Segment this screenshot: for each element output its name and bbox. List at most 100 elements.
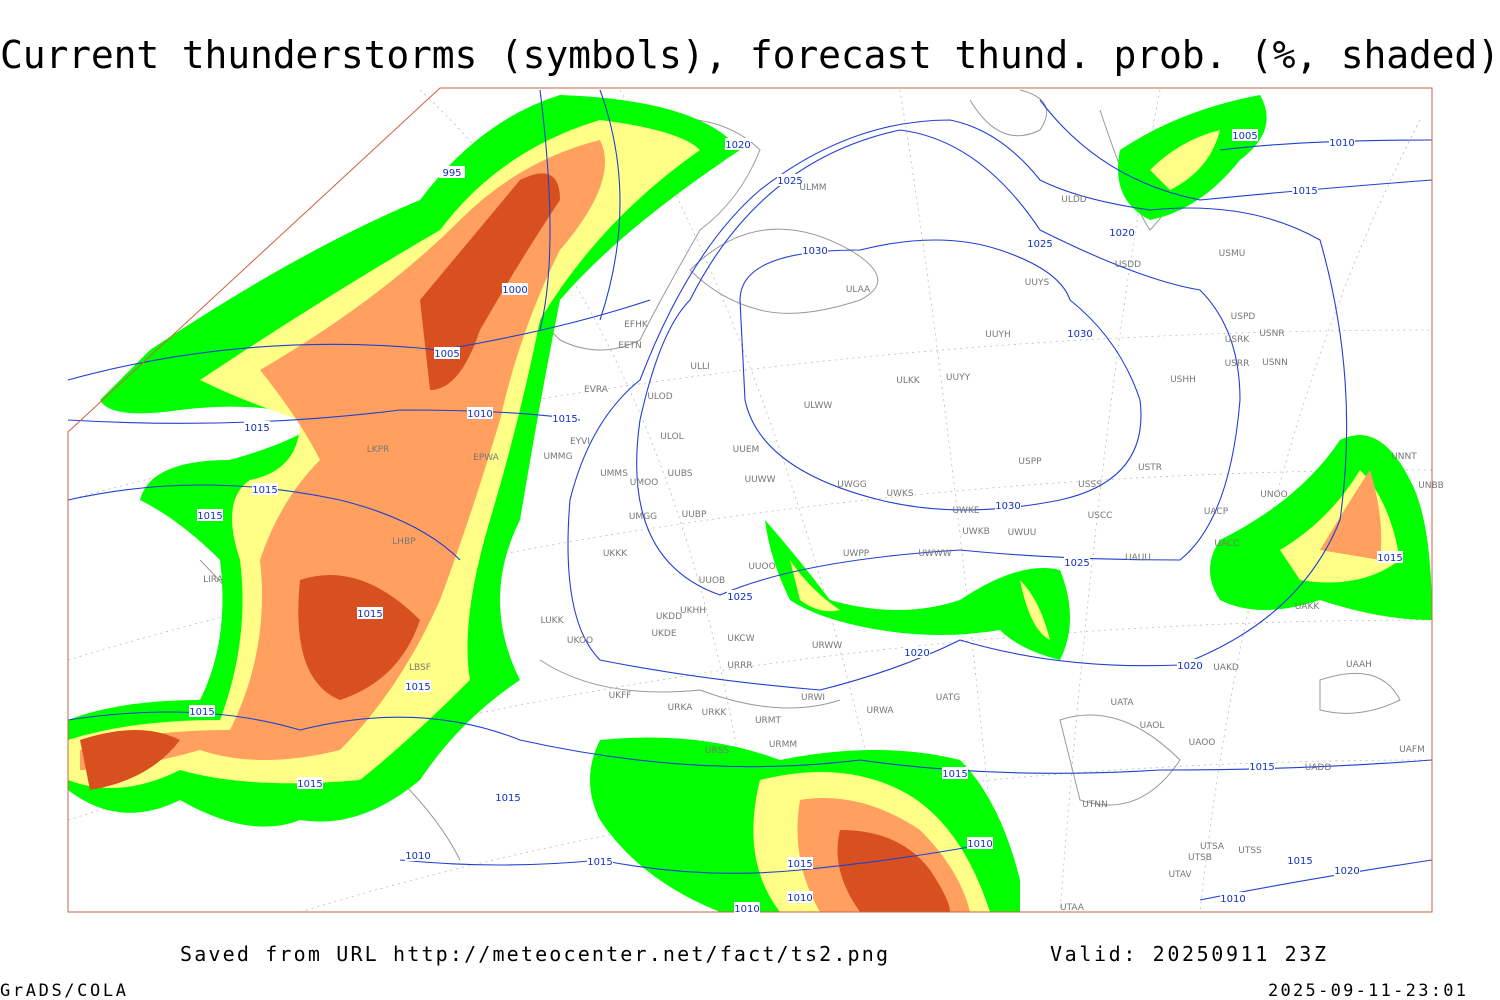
isobar-label: 1015 <box>244 423 269 434</box>
isobar-label: 1015 <box>357 609 382 620</box>
station-code: URWA <box>866 706 894 716</box>
isobar-label-bg <box>467 407 493 419</box>
isobar-label-bg <box>252 483 278 495</box>
station-code: UKHH <box>680 606 706 616</box>
station-code: USTR <box>1138 463 1162 473</box>
station-code: USHH <box>1170 375 1196 385</box>
station-code: UUOO <box>748 562 775 572</box>
station-code: UWWW <box>918 549 951 559</box>
station-code: UAKK <box>1295 602 1321 612</box>
isobar-label: 1015 <box>787 859 812 870</box>
isobar-label: 1015 <box>1377 553 1402 564</box>
isobar-label: 1015 <box>587 857 612 868</box>
station-code: URSS <box>705 746 730 756</box>
station-code: UNOO <box>1260 490 1288 500</box>
station-code: LHBP <box>392 537 416 547</box>
isobar-label-bg <box>904 646 930 658</box>
station-code: EVRA <box>584 385 609 395</box>
isobar-label: 1005 <box>434 349 459 360</box>
isobar-label: 1010 <box>967 839 992 850</box>
station-code: ULLI <box>690 362 709 372</box>
isobar-label: 1000 <box>502 285 527 296</box>
station-code: EETN <box>618 341 642 351</box>
station-code: UACP <box>1204 507 1229 517</box>
station-code: URMM <box>769 740 797 750</box>
isobar-label-bg <box>495 791 521 803</box>
station-code: LIRA <box>203 575 224 585</box>
isobar-label: 1010 <box>1329 138 1354 149</box>
station-code: ULOD <box>647 392 672 402</box>
station-code: USPP <box>1018 457 1042 467</box>
station-code: UAFM <box>1399 745 1425 755</box>
station-code: UMMS <box>600 469 628 479</box>
isobar-label: 1015 <box>1249 762 1274 773</box>
station-code: UWKE <box>952 506 979 516</box>
station-code: UTNN <box>1082 800 1108 810</box>
graticule <box>67 89 1433 913</box>
isobar-label: 1015 <box>197 511 222 522</box>
isobar-label-bg <box>787 857 813 869</box>
isobar-label: 1025 <box>1064 558 1089 569</box>
isobar-label: 1015 <box>1287 856 1312 867</box>
isobar-label: 1015 <box>552 414 577 425</box>
station-code: UUBS <box>668 469 693 479</box>
station-code: ULAA <box>846 285 871 295</box>
station-code: UKKK <box>603 549 628 559</box>
station-code: UKFF <box>609 691 632 701</box>
station-code: EYVI <box>570 437 590 447</box>
station-code: USMU <box>1219 249 1246 259</box>
isobar-label-bg <box>405 849 431 861</box>
station-code: UKDE <box>651 629 676 639</box>
isobar-label: 1015 <box>405 682 430 693</box>
isobar-label-bg <box>1334 864 1360 876</box>
isobar-label: 1015 <box>297 779 322 790</box>
station-code: URRR <box>727 661 752 671</box>
station-code: UWKB <box>962 527 990 537</box>
station-code: UTSB <box>1188 853 1212 863</box>
station-code: UWUU <box>1008 528 1037 538</box>
isobar-label: 1020 <box>725 140 750 151</box>
isobar-label: 1025 <box>1027 239 1052 250</box>
station-code: EPWA <box>473 453 500 463</box>
station-code: UWGG <box>837 480 866 490</box>
isobar-label: 1015 <box>252 485 277 496</box>
isobar-label-bg <box>189 705 215 717</box>
isobar-label-bg <box>725 138 751 150</box>
isobar-label: 1005 <box>1232 131 1257 142</box>
probability-shading <box>68 95 1432 912</box>
isobar-label-bg <box>942 767 968 779</box>
station-code: UAKD <box>1213 663 1239 673</box>
isobar-label-bg <box>1109 226 1135 238</box>
isobar-label-bg <box>802 244 828 256</box>
isobar-label-bg <box>297 777 323 789</box>
isobar-label-bg <box>1064 556 1090 568</box>
isobar-label-bg <box>734 902 760 914</box>
station-code: URKA <box>668 703 694 713</box>
station-code: UUOB <box>699 576 725 586</box>
isobar-label-bg <box>727 590 753 602</box>
isobar-label-bg <box>502 283 528 295</box>
isobar-label-bg <box>552 412 578 424</box>
station-code: UKOO <box>567 636 593 646</box>
station-code: UACC <box>1214 539 1239 549</box>
station-code: EFHK <box>624 320 649 330</box>
isobar-label: 1015 <box>1292 186 1317 197</box>
isobar-label-bg <box>1027 237 1053 249</box>
isobar-label-bg <box>405 680 431 692</box>
isobar-label-bg <box>1329 136 1355 148</box>
station-labels: ULMM ULDD USDD USMU ULAA UUYS UUYH ULKK UUYY ULWW… <box>203 183 1444 913</box>
isobar-label-bg <box>1287 854 1313 866</box>
isobar-label: 1030 <box>802 246 827 257</box>
station-code: URWI <box>801 693 825 703</box>
isobar-label-bg <box>1220 892 1246 904</box>
station-code: UKDD <box>656 612 682 622</box>
isobar-label: 1010 <box>405 851 430 862</box>
isobar-label: 1015 <box>495 793 520 804</box>
station-code: USDD <box>1115 260 1141 270</box>
station-code: ULMM <box>799 183 826 193</box>
station-code: USRR <box>1225 359 1250 369</box>
isobar-label-bg <box>1377 551 1403 563</box>
isobar-label-bg <box>197 509 223 521</box>
isobar-label-bg <box>587 855 613 867</box>
